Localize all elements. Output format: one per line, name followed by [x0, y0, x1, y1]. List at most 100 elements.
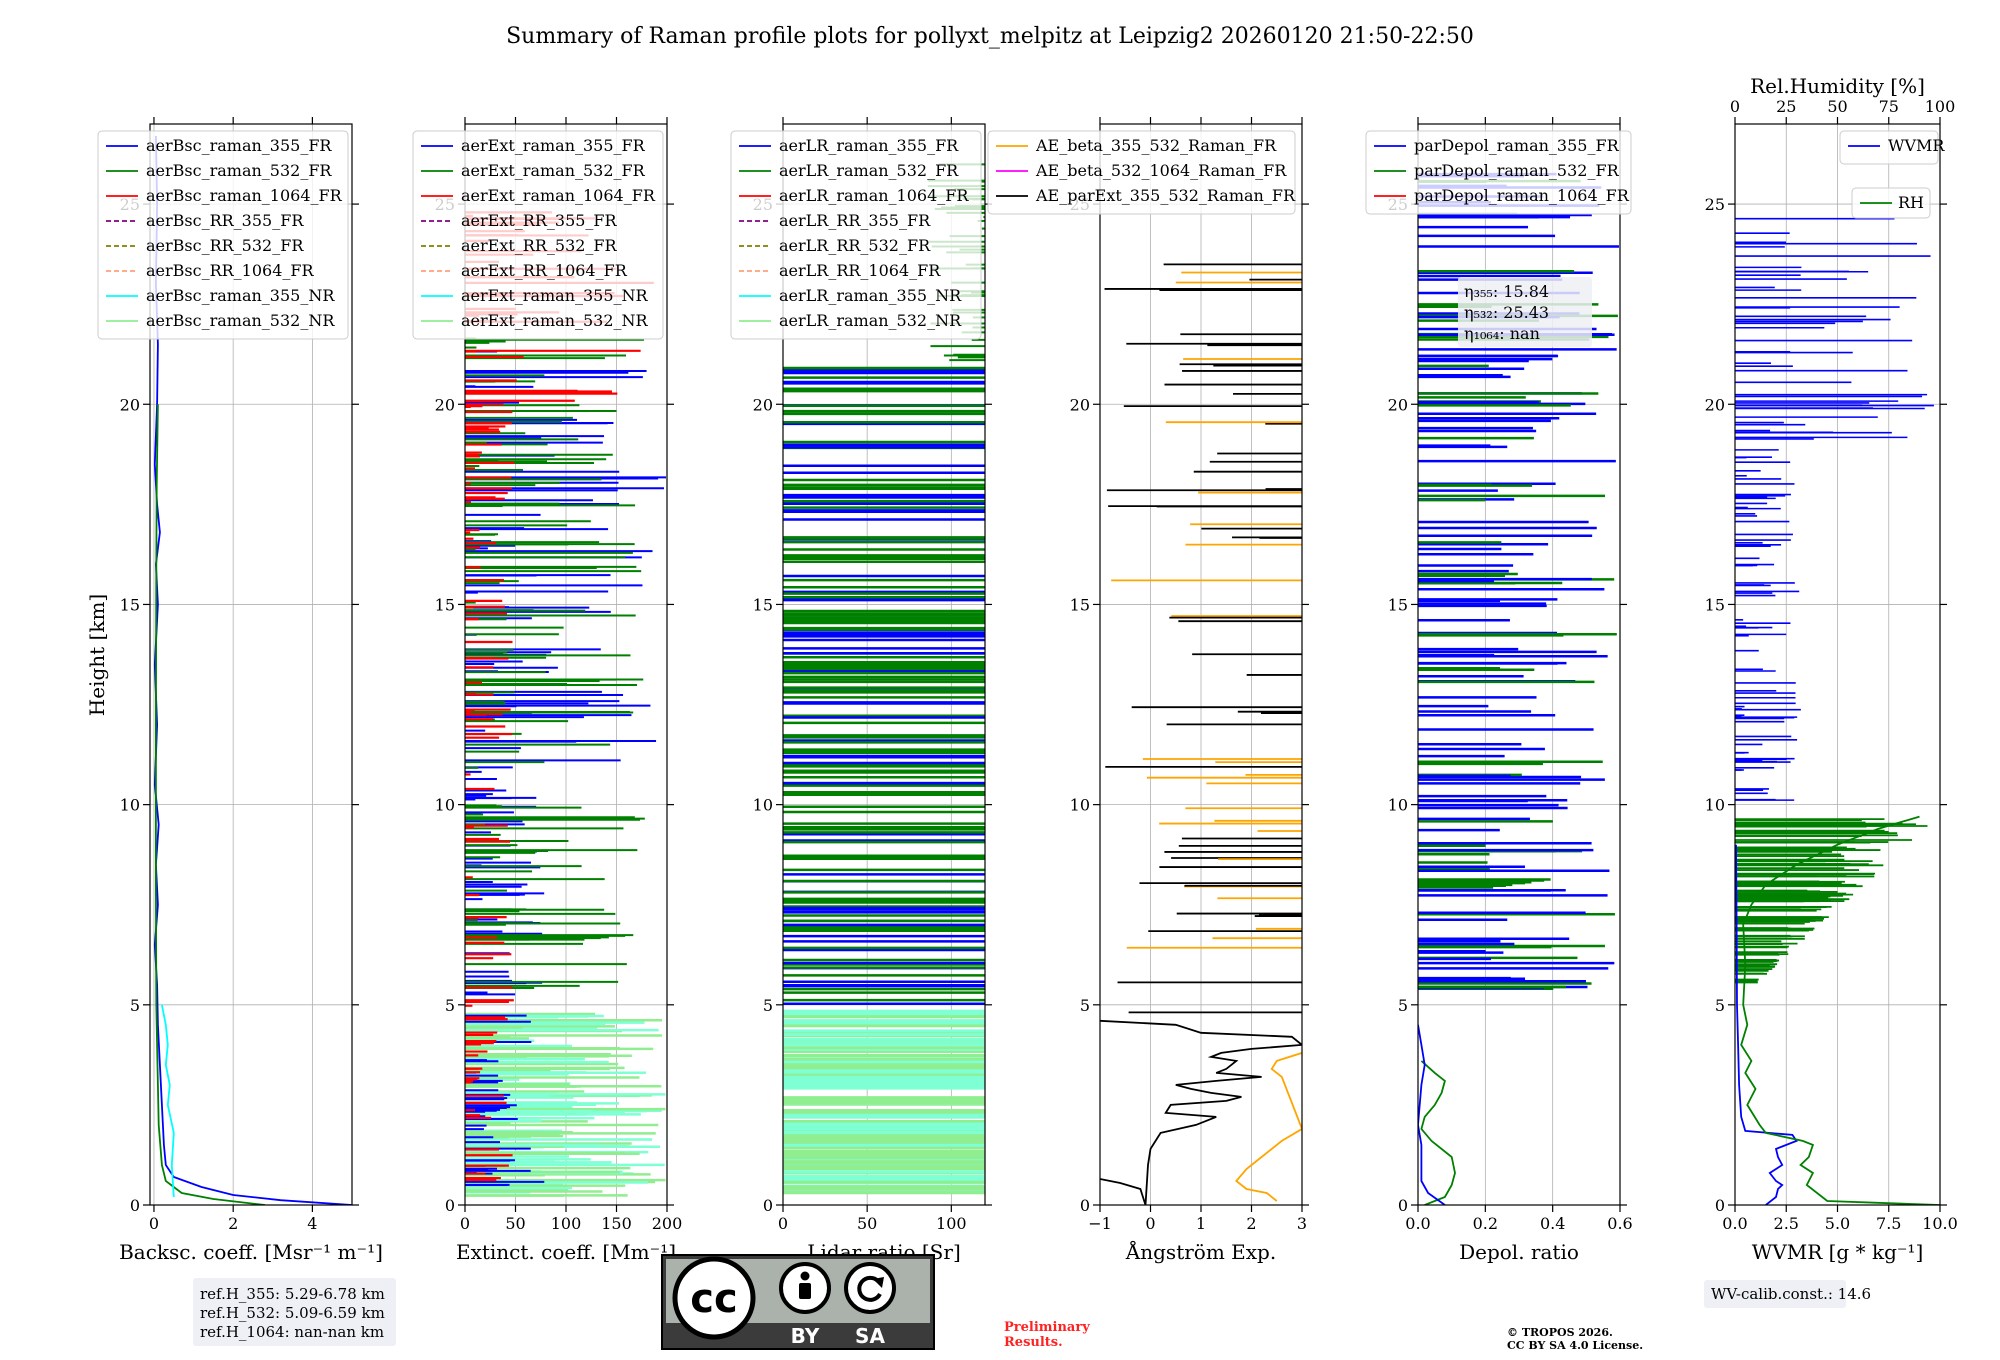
y-tick-label: 25	[1705, 195, 1725, 214]
legend-entry: aerExt_raman_355_NR	[461, 286, 649, 305]
legend-entry: aerBsc_raman_532_FR	[146, 161, 332, 180]
legend-entry: aerExt_RR_355_FR	[461, 211, 618, 230]
legend-entry: aerBsc_raman_355_NR	[146, 286, 335, 305]
y-tick-label: 5	[1398, 996, 1408, 1015]
plot-area-ext	[465, 211, 667, 1197]
cc-letters: cc	[690, 1276, 737, 1322]
x-tick-label: 3	[1297, 1214, 1307, 1233]
panel-ext: 0501001502000510152025Extinct. coeff. [M…	[412, 117, 683, 1264]
copyright-line-2: CC BY SA 4.0 License.	[1507, 1339, 1643, 1352]
plot-area-depol	[1418, 172, 1619, 1205]
y-tick-label: 0	[130, 1196, 140, 1215]
series-RH	[1740, 815, 1940, 1205]
by-person-head	[800, 1271, 810, 1281]
preliminary-line-2: Results.	[1004, 1335, 1063, 1350]
x-tick-label: 1	[1196, 1214, 1206, 1233]
top-x-tick-label: 25	[1776, 97, 1796, 116]
x-tick-label: 0.6	[1607, 1214, 1632, 1233]
x-tick-label: 0.0	[1722, 1214, 1747, 1233]
series-WVMR	[1735, 844, 1798, 1205]
plot-area-ae	[1100, 263, 1302, 1205]
plot-area-bsc	[153, 135, 352, 1205]
x-tick-label: 100	[551, 1214, 582, 1233]
axes-frame	[1417, 123, 1621, 1206]
legend-entry: aerBsc_RR_1064_FR	[146, 261, 315, 280]
panel-depol: 0.00.20.40.60510152025Depol. ratioparDep…	[1365, 117, 1633, 1264]
wv-calib-box: WV-calib.const.: 14.6	[1704, 1280, 1871, 1308]
legend-box	[97, 130, 349, 340]
x-tick-label: 4	[307, 1214, 317, 1233]
y-tick-label: 15	[435, 595, 455, 614]
y-tick-label: 20	[753, 395, 773, 414]
legend-entry: aerBsc_raman_532_NR	[146, 311, 335, 330]
x-tick-label: 50	[857, 1214, 877, 1233]
sa-arrow-arc	[857, 1275, 882, 1302]
ref-height-1064: ref.H_1064: nan-nan km	[200, 1323, 384, 1341]
legend-box	[412, 130, 664, 340]
legend-entry: AE_beta_355_532_Raman_FR	[1035, 136, 1277, 155]
x-tick-label: −1	[1088, 1214, 1112, 1233]
panel-lr: 0501000510152025Lidar ratio [Sr]aerLR_ra…	[730, 117, 992, 1264]
cc-by-sa-badge: cc BY SA	[661, 1254, 935, 1350]
x-tick-label: 0.4	[1540, 1214, 1565, 1233]
x-tick-label: 0	[778, 1214, 788, 1233]
legend-entry: aerBsc_RR_532_FR	[146, 236, 304, 255]
y-tick-label: 10	[1705, 796, 1725, 815]
y-tick-label: 0	[1080, 1196, 1090, 1215]
ref-height-box-bg	[193, 1278, 396, 1346]
legend-entry: aerLR_RR_532_FR	[779, 236, 931, 255]
x-tick-label: 200	[652, 1214, 683, 1233]
legend-box	[1839, 130, 1939, 165]
y-tick-label: 5	[1080, 996, 1090, 1015]
legend-entry: WVMR	[1888, 136, 1945, 155]
x-tick-label: 150	[601, 1214, 632, 1233]
y-tick-label: 15	[1070, 595, 1090, 614]
annotation-line: η₁₀₆₄: nan	[1464, 324, 1540, 343]
legend-entry: aerLR_raman_532_NR	[779, 311, 962, 330]
annotation-bg	[1458, 277, 1592, 347]
y-tick-label: 15	[753, 595, 773, 614]
y-tick-label: 0	[1398, 1196, 1408, 1215]
x-tick-label: 0.2	[1473, 1214, 1498, 1233]
series-aerBsc_raman_355_FR	[153, 135, 352, 1205]
y-tick-label: 20	[1388, 395, 1408, 414]
series-AE_parExt_355_532_Raman_FR	[1100, 1019, 1302, 1205]
legend-entry: aerExt_raman_532_FR	[461, 161, 646, 180]
annotation-line: η₅₃₂: 25.43	[1464, 303, 1549, 322]
x-tick-label: 2.5	[1774, 1214, 1799, 1233]
legend-entry: aerLR_RR_355_FR	[779, 211, 931, 230]
legend-bsc: aerBsc_raman_355_FR aerBsc_raman_532_FRae…	[97, 130, 349, 340]
legend-entry: AE_parExt_355_532_Raman_FR	[1035, 186, 1296, 205]
panels: 0240510152025Backsc. coeff. [Msr⁻¹ m⁻¹]a…	[97, 74, 1958, 1264]
top-x-tick-label: 0	[1730, 97, 1740, 116]
y-tick-label: 10	[1388, 796, 1408, 815]
legend2-entry: RH	[1898, 193, 1924, 212]
annotation-line: η₃₅₅: 15.84	[1464, 282, 1549, 301]
y-tick-label: 15	[1388, 595, 1408, 614]
y-tick-label: 5	[763, 996, 773, 1015]
y-tick-label: 10	[435, 796, 455, 815]
legend-entry: AE_beta_532_1064_Raman_FR	[1035, 161, 1287, 180]
by-person-body	[799, 1283, 811, 1299]
legend-box	[730, 130, 982, 340]
y-tick-label: 10	[1070, 796, 1090, 815]
plot-area-lr	[783, 163, 985, 1195]
legend-entry: aerExt_raman_355_FR	[461, 136, 646, 155]
series-parDepol_raman_355_FR	[1418, 1024, 1446, 1205]
y-tick-label: 0	[763, 1196, 773, 1215]
x-axis-label: WVMR [g * kg⁻¹]	[1752, 1240, 1924, 1264]
x-tick-label: 100	[936, 1214, 967, 1233]
panel-ae: −101230510152025Ångström Exp.AE_beta_355…	[987, 117, 1309, 1264]
series-AE_beta_355_532_Raman_FR	[1235, 1052, 1302, 1202]
x-tick-label: 0	[149, 1214, 159, 1233]
x-tick-label: 2	[1246, 1214, 1256, 1233]
x-tick-label: 0.0	[1405, 1214, 1430, 1233]
preliminary-line-1: Preliminary	[1004, 1320, 1090, 1335]
sa-share-icon	[844, 1262, 896, 1314]
legend-entry: parDepol_raman_1064_FR	[1414, 186, 1630, 205]
x-tick-label: 0	[460, 1214, 470, 1233]
y-tick-label: 15	[1705, 595, 1725, 614]
legend-entry: aerLR_raman_1064_FR	[779, 186, 969, 205]
axes-frame	[149, 123, 353, 1206]
y-tick-label: 20	[120, 395, 140, 414]
